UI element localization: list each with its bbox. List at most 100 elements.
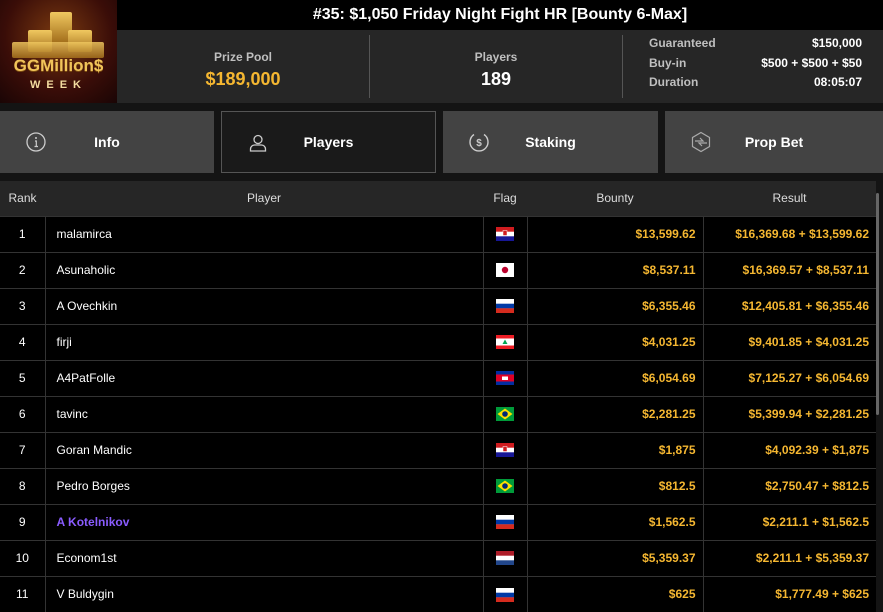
player-name[interactable]: malamirca: [44, 215, 483, 252]
lebanon-flag-icon: [496, 335, 514, 350]
tournament-title: #35: $1,050 Friday Night Fight HR [Bount…: [117, 0, 883, 30]
scrollbar[interactable]: [876, 193, 879, 415]
rank-cell: 9: [0, 503, 45, 540]
bounty-cell: $625: [526, 575, 703, 612]
table-row[interactable]: 6 tavinc $2,281.25 $5,399.94 + $2,281.25: [0, 395, 876, 432]
table-row[interactable]: 4 firji $4,031.25 $9,401.85 + $4,031.25: [0, 323, 876, 360]
croatia-flag-icon: [496, 227, 514, 242]
rank-cell: 7: [0, 431, 45, 468]
player-name[interactable]: Asunaholic: [44, 251, 483, 288]
tab-players[interactable]: Players: [221, 111, 436, 173]
flag-cell: [482, 539, 527, 576]
result-cell: $16,369.57 + $8,537.11: [702, 251, 876, 288]
player-name[interactable]: Goran Mandic: [44, 431, 483, 468]
prize-pool-value: $189,000: [205, 69, 281, 89]
guaranteed-value: $150,000: [811, 36, 862, 50]
bounty-cell: $1,562.5: [526, 503, 703, 540]
flag-cell: [482, 215, 527, 252]
tab-label: Players: [303, 134, 354, 150]
result-cell: $2,211.1 + $5,359.37: [702, 539, 876, 576]
result-cell: $12,405.81 + $6,355.46: [702, 287, 876, 324]
players-value: 189: [480, 69, 512, 89]
result-cell: $1,777.49 + $625: [702, 575, 876, 612]
player-name[interactable]: Econom1st: [44, 539, 483, 576]
result-cell: $5,399.94 + $2,281.25: [702, 395, 876, 432]
brazil-flag-icon: [496, 479, 514, 494]
result-cell: $16,369.68 + $13,599.62: [702, 215, 876, 252]
rank-cell: 10: [0, 539, 45, 576]
flag-cell: [482, 251, 527, 288]
tab-label: Staking: [525, 134, 576, 150]
flag-cell: [482, 431, 527, 468]
flag-cell: [482, 575, 527, 612]
player-name[interactable]: A Ovechkin: [44, 287, 483, 324]
tab-label: Info: [94, 134, 120, 150]
result-cell: $4,092.39 + $1,875: [702, 431, 876, 468]
rank-cell: 6: [0, 395, 45, 432]
info-icon: [26, 132, 46, 152]
tab-info[interactable]: Info: [0, 111, 214, 173]
table-row[interactable]: 7 Goran Mandic $1,875 $4,092.39 + $1,875: [0, 431, 876, 468]
table-row[interactable]: 5 A4PatFolle $6,054.69 $7,125.27 + $6,05…: [0, 359, 876, 396]
result-cell: $9,401.85 + $4,031.25: [702, 323, 876, 360]
bounty-cell: $8,537.11: [526, 251, 703, 288]
user-icon: [249, 134, 267, 152]
player-name[interactable]: A4PatFolle: [44, 359, 483, 396]
tab-label: Prop Bet: [744, 134, 804, 150]
tournament-details: Guaranteed $150,000 Buy-in $500 + $500 + $…: [623, 30, 883, 103]
header-bounty[interactable]: Bounty: [527, 181, 703, 216]
bounty-cell: $13,599.62: [526, 215, 703, 252]
russia-flag-icon: [496, 515, 514, 530]
cambodia-flag-icon: [496, 371, 514, 386]
header-flag[interactable]: Flag: [483, 181, 527, 216]
bounty-cell: $812.5: [526, 467, 703, 504]
bounty-cell: $6,054.69: [526, 359, 703, 396]
players-count: Players 189: [370, 35, 623, 98]
player-name[interactable]: Pedro Borges: [44, 467, 483, 504]
table-row[interactable]: 11 V Buldygin $625 $1,777.49 + $625: [0, 575, 876, 612]
bounty-cell: $1,875: [526, 431, 703, 468]
rank-cell: 5: [0, 359, 45, 396]
players-label: Players: [474, 50, 518, 64]
dollar-icon: $: [469, 133, 489, 152]
russia-flag-icon: [496, 587, 514, 602]
buy-in-value: $500 + $500 + $50: [761, 55, 862, 70]
player-name[interactable]: tavinc: [44, 395, 483, 432]
duration-value: 08:05:07: [813, 75, 862, 89]
tab-prop-bet[interactable]: Prop Bet: [665, 111, 883, 173]
svg-text:$: $: [476, 138, 482, 149]
table-row[interactable]: 3 A Ovechkin $6,355.46 $12,405.81 + $6,3…: [0, 287, 876, 324]
player-name[interactable]: firji: [44, 323, 483, 360]
flag-cell: [482, 395, 527, 432]
table-row[interactable]: 9 A Kotelnikov $1,562.5 $2,211.1 + $1,56…: [0, 503, 876, 540]
netherlands-flag-icon: [496, 551, 514, 566]
header-result[interactable]: Result: [703, 181, 876, 216]
duration-label: Duration: [649, 75, 699, 89]
table-header: Rank Player Flag Bounty Result: [0, 181, 876, 216]
russia-flag-icon: [496, 299, 514, 314]
tournament-summary: Prize Pool $189,000 Players 189 Guarante…: [117, 30, 883, 103]
rank-cell: 4: [0, 323, 45, 360]
player-name[interactable]: A Kotelnikov: [44, 503, 483, 540]
bounty-cell: $4,031.25: [526, 323, 703, 360]
header-rank[interactable]: Rank: [0, 181, 45, 216]
rank-cell: 11: [0, 575, 45, 612]
table-row[interactable]: 10 Econom1st $5,359.37 $2,211.1 + $5,359…: [0, 539, 876, 576]
bounty-cell: $2,281.25: [526, 395, 703, 432]
flag-cell: [482, 323, 527, 360]
prize-pool: Prize Pool $189,000: [117, 35, 370, 98]
japan-flag-icon: [496, 263, 514, 278]
ggmillions-week-logo: GGMillion$ WEEK: [0, 0, 117, 103]
header-player[interactable]: Player: [45, 181, 483, 216]
rank-cell: 3: [0, 287, 45, 324]
tab-staking[interactable]: $ Staking: [443, 111, 658, 173]
result-cell: $7,125.27 + $6,054.69: [702, 359, 876, 396]
players-table: Rank Player Flag Bounty Result 1 malamir…: [0, 181, 876, 612]
player-name[interactable]: V Buldygin: [44, 575, 483, 612]
rank-cell: 2: [0, 251, 45, 288]
table-row[interactable]: 1 malamirca $13,599.62 $16,369.68 + $13,…: [0, 215, 876, 252]
guaranteed-label: Guaranteed: [649, 36, 716, 50]
table-row[interactable]: 2 Asunaholic $8,537.11 $16,369.57 + $8,5…: [0, 251, 876, 288]
table-row[interactable]: 8 Pedro Borges $812.5 $2,750.47 + $812.5: [0, 467, 876, 504]
result-cell: $2,211.1 + $1,562.5: [702, 503, 876, 540]
